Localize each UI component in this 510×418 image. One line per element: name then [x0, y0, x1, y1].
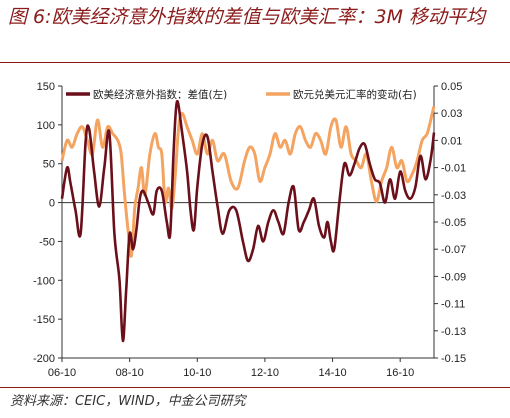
x-tick-label: 12-10 — [251, 367, 279, 379]
legend-label-surprise-diff: 欧美经济意外指数：差值(左) — [93, 88, 227, 101]
right-tick-label: -0.11 — [441, 299, 465, 311]
right-tick-label: 0.01 — [441, 135, 462, 147]
legend-label-fx-change: 欧元兑美元汇率的变动(右) — [293, 88, 417, 101]
right-tick-label: -0.09 — [441, 271, 466, 283]
right-tick-label: -0.05 — [441, 217, 466, 229]
x-tick-label: 14-10 — [318, 367, 346, 379]
legend: 欧美经济意外指数：差值(左) 欧元兑美元汇率的变动(右) — [66, 88, 417, 101]
left-tick-label: -100 — [33, 275, 55, 287]
right-tick-label: -0.03 — [441, 190, 466, 202]
x-tick-label: 06-10 — [48, 367, 76, 379]
right-tick-label: -0.01 — [441, 163, 466, 175]
right-tick-label: 0.03 — [441, 108, 462, 120]
x-tick-label: 08-10 — [116, 367, 144, 379]
x-tick-label: 16-10 — [386, 367, 414, 379]
left-tick-label: 50 — [43, 159, 55, 171]
left-tick-label: -200 — [33, 353, 55, 365]
x-tick-label: 10-10 — [183, 367, 211, 379]
right-tick-label: -0.07 — [441, 244, 466, 256]
left-tick-label: -150 — [33, 314, 55, 326]
series-line-surprise-diff — [60, 100, 436, 343]
series-line-fx-change — [60, 106, 436, 258]
source-rule — [0, 387, 510, 388]
page-title: 图 6:欧美经济意外指数的差值与欧美汇率：3M 移动平均 — [8, 6, 486, 28]
left-tick-label: 100 — [37, 120, 55, 132]
right-tick-label: 0.05 — [441, 81, 462, 93]
left-tick-label: -50 — [39, 236, 55, 248]
left-tick-label: 150 — [37, 81, 55, 93]
source-note: 资料来源：CEIC，WIND，中金公司研究 — [10, 394, 246, 409]
right-tick-label: -0.13 — [441, 326, 466, 338]
left-tick-label: 0 — [49, 198, 55, 210]
right-tick-label: -0.15 — [441, 353, 466, 365]
title-rule — [0, 62, 510, 63]
